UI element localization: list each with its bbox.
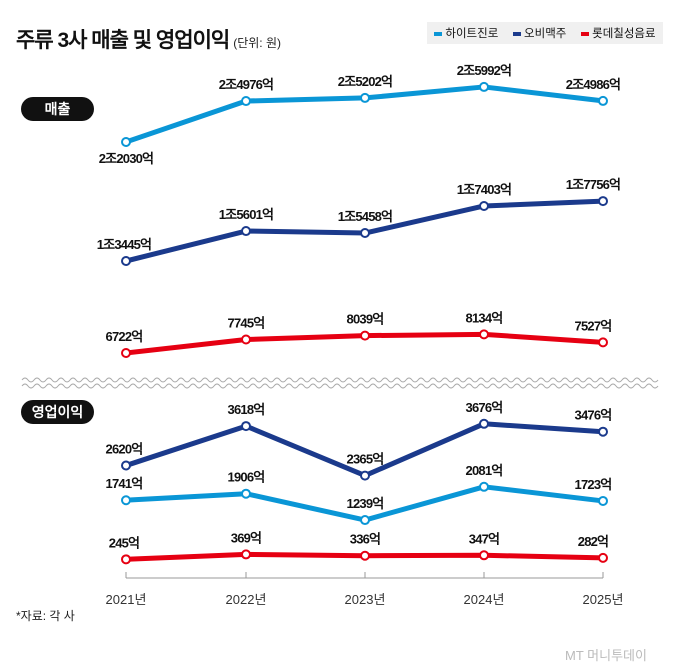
- legend-item-hite: 하이트진로: [434, 25, 498, 41]
- data-label: 2620억: [106, 442, 143, 457]
- x-tick-label: 2023년: [345, 592, 386, 607]
- data-point: [241, 421, 251, 432]
- data-point: [479, 550, 489, 561]
- legend-item-lotte: 롯데칠성음료: [581, 25, 656, 41]
- data-label: 8134억: [466, 310, 503, 325]
- data-label: 1906억: [228, 470, 265, 485]
- data-point: [241, 96, 251, 107]
- data-point: [241, 334, 251, 345]
- data-label: 2조2030억: [99, 151, 153, 166]
- data-label: 2081억: [466, 463, 503, 478]
- data-point: [598, 495, 608, 506]
- data-point: [598, 95, 608, 106]
- data-label: 3618억: [228, 402, 265, 417]
- x-tick-label: 2024년: [464, 592, 505, 607]
- data-label: 1조7756억: [566, 177, 620, 192]
- data-point: [241, 226, 251, 237]
- legend: 하이트진로 오비맥주 롯데칠성음료: [427, 22, 663, 44]
- data-point: [598, 196, 608, 207]
- data-label: 2조5992억: [457, 63, 511, 78]
- chart-title: 주류 3사 매출 및 영업이익 (단위: 원): [16, 29, 281, 52]
- data-point: [360, 228, 370, 239]
- data-label: 7745억: [228, 315, 265, 330]
- axis-break-line: [21, 377, 659, 383]
- data-point: [241, 549, 251, 560]
- data-label: 3676억: [466, 400, 503, 415]
- data-point: [598, 552, 608, 563]
- data-point: [121, 256, 131, 266]
- data-label: 7527억: [575, 318, 612, 333]
- data-label: 3476억: [575, 408, 612, 423]
- data-point: [479, 200, 489, 211]
- data-label: 1조5458억: [338, 209, 392, 224]
- data-point: [479, 481, 489, 492]
- x-tick-label: 2021년: [106, 592, 147, 607]
- data-point: [479, 81, 489, 92]
- legend-swatch: [581, 31, 590, 36]
- data-label: 1조7403억: [457, 182, 511, 197]
- legend-swatch: [513, 31, 522, 36]
- axis-break-line: [21, 383, 659, 389]
- x-tick-label: 2022년: [226, 592, 267, 607]
- legend-label: 하이트진로: [445, 28, 499, 40]
- data-point: [360, 550, 370, 561]
- panel-label-profit: 영업이익: [21, 400, 94, 424]
- data-point: [241, 488, 251, 499]
- data-point: [121, 348, 131, 358]
- data-point: [598, 337, 608, 348]
- data-point: [360, 330, 370, 341]
- data-label: 347억: [469, 531, 499, 546]
- data-point: [121, 495, 131, 506]
- data-point: [121, 137, 131, 147]
- data-label: 1239억: [347, 496, 384, 511]
- data-point: [360, 515, 370, 526]
- data-label: 2조4976억: [219, 77, 273, 92]
- data-label: 2조4986억: [566, 77, 620, 92]
- data-point: [360, 92, 370, 103]
- data-label: 6722억: [106, 329, 143, 344]
- data-label: 245억: [109, 535, 139, 550]
- data-point: [360, 470, 370, 481]
- x-tick-label: 2025년: [583, 592, 624, 607]
- data-label: 369억: [231, 530, 261, 545]
- data-point: [479, 418, 489, 429]
- data-point: [598, 426, 608, 437]
- data-label: 336억: [350, 532, 380, 547]
- legend-label: 오비맥주: [524, 28, 567, 40]
- data-point: [479, 329, 489, 340]
- legend-label: 롯데칠성음료: [592, 28, 656, 40]
- watermark-logo: MT 머니투데이: [565, 648, 647, 663]
- legend-item-ob: 오비맥주: [513, 25, 566, 41]
- data-label: 8039억: [347, 312, 384, 327]
- legend-swatch: [434, 31, 443, 36]
- data-label: 1723억: [575, 477, 612, 492]
- unit-label: (단위: 원): [233, 36, 281, 50]
- data-label: 1741억: [106, 476, 143, 491]
- data-point: [121, 460, 131, 471]
- data-point: [121, 554, 131, 565]
- source-note: *자료: 각 사: [16, 609, 75, 623]
- data-label: 2365억: [347, 452, 384, 467]
- series-line: [125, 421, 604, 479]
- panel-label-revenue: 매출: [21, 97, 94, 121]
- data-label: 1조3445억: [97, 237, 151, 252]
- data-label: 282억: [578, 534, 608, 549]
- data-label: 1조5601억: [219, 207, 273, 222]
- data-label: 2조5202억: [338, 74, 392, 89]
